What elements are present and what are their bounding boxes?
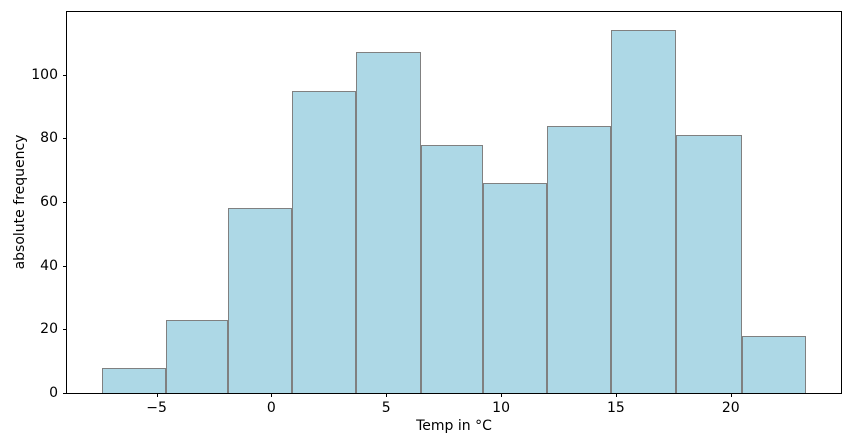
histogram-bar-10 bbox=[742, 335, 807, 393]
x-axis-label: Temp in °C bbox=[416, 418, 492, 434]
x-tick-mark-20 bbox=[730, 393, 732, 397]
histogram-bar-6 bbox=[482, 182, 547, 393]
y-axis-label: absolute frequency bbox=[12, 134, 28, 270]
x-tick-label-15: 15 bbox=[606, 400, 625, 416]
x-tick-mark-15 bbox=[615, 393, 617, 397]
histogram-bar-1 bbox=[165, 319, 228, 393]
x-tick-mark-−5 bbox=[156, 393, 158, 397]
y-tick-mark-40 bbox=[63, 265, 67, 267]
y-tick-mark-20 bbox=[63, 329, 67, 331]
y-tick-label-0: 0 bbox=[49, 385, 58, 401]
x-tick-label-10: 10 bbox=[492, 400, 511, 416]
y-tick-mark-0 bbox=[63, 393, 67, 394]
y-tick-mark-80 bbox=[63, 138, 67, 140]
histogram-bar-2 bbox=[227, 208, 293, 393]
x-tick-label-0: 0 bbox=[266, 400, 276, 416]
y-tick-label-60: 60 bbox=[40, 194, 58, 210]
histogram-bar-9 bbox=[675, 135, 743, 393]
histogram-bar-7 bbox=[547, 125, 612, 393]
histogram-bar-4 bbox=[356, 52, 421, 393]
y-tick-mark-100 bbox=[63, 74, 67, 76]
histogram-bar-5 bbox=[420, 144, 483, 393]
x-tick-label-5: 5 bbox=[381, 400, 391, 416]
x-tick-mark-5 bbox=[386, 393, 388, 397]
y-tick-mark-60 bbox=[63, 202, 67, 203]
x-tick-label-−5: −5 bbox=[146, 400, 167, 416]
y-tick-label-80: 80 bbox=[40, 130, 58, 147]
histogram-bar-8 bbox=[611, 30, 676, 393]
y-tick-label-20: 20 bbox=[40, 321, 58, 338]
x-tick-mark-0 bbox=[271, 393, 273, 397]
y-tick-label-100: 100 bbox=[31, 66, 58, 83]
plot-area: −5 0 5 10 15 20 0 20 40 60 80 100 Temp in °C bbox=[31, 11, 842, 433]
x-tick-mark-10 bbox=[501, 393, 503, 397]
bars-layer bbox=[67, 12, 841, 393]
axes-ticks-layer: −5 0 5 10 15 20 0 20 40 60 80 100 bbox=[31, 12, 841, 415]
histogram-bar-0 bbox=[101, 367, 166, 393]
histogram-bar-3 bbox=[292, 90, 357, 393]
y-tick-label-40: 40 bbox=[40, 257, 58, 274]
x-tick-label-20: 20 bbox=[721, 400, 740, 416]
